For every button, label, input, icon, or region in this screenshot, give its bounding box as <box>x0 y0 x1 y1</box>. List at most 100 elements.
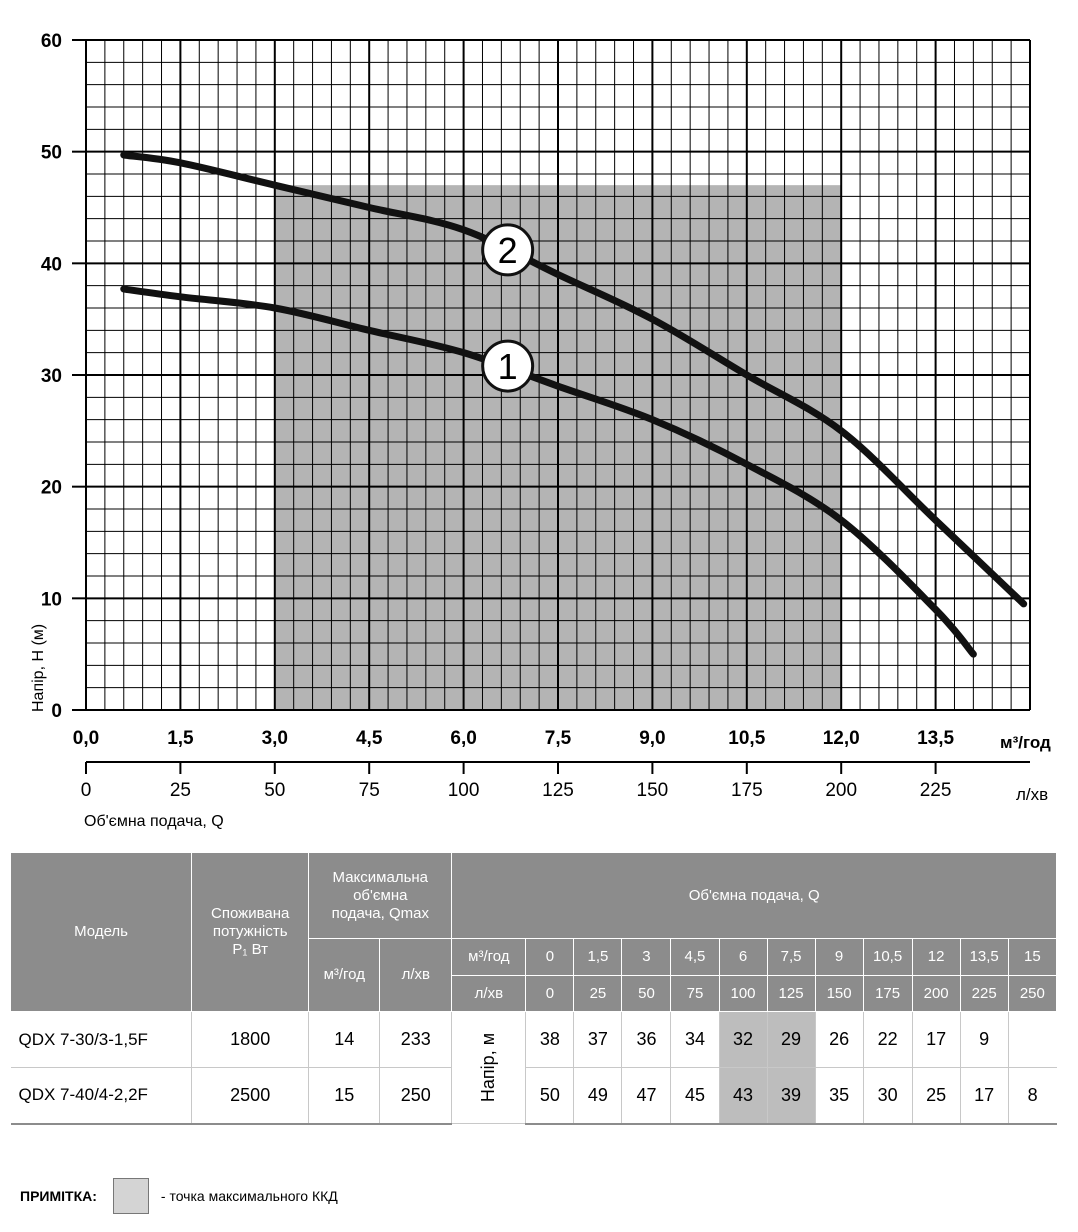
y-tick-label: 10 <box>41 589 62 610</box>
flow-m3-cell: 4,5 <box>670 938 720 976</box>
head-value-cell: 8 <box>1007 1067 1057 1125</box>
curves <box>120 151 1028 658</box>
head-value-cell: 43 <box>718 1067 768 1125</box>
note-text: - точка максимального ККД <box>160 1188 338 1204</box>
head-value-cell: 17 <box>911 1011 961 1068</box>
head-value-cell: 34 <box>670 1011 719 1068</box>
header-flow-unit-l: л/хв <box>451 975 527 1012</box>
flow-l-cell: 25 <box>573 975 623 1012</box>
head-value-cell: 17 <box>959 1067 1009 1125</box>
flow-m3-cell: 7,5 <box>766 938 816 976</box>
note: ПРИМІТКА: - точка максимального ККД <box>20 1176 338 1216</box>
x2-tick-label: 0 <box>81 780 92 801</box>
head-value-cell: 45 <box>670 1067 719 1125</box>
flow-m3-cell: 9 <box>814 938 864 976</box>
flow-m3-cell: 13,5 <box>959 938 1009 976</box>
note-swatch <box>112 1178 149 1214</box>
head-value-cell: 26 <box>814 1011 864 1068</box>
head-label: Напір, м <box>478 1032 499 1103</box>
flow-l-cell: 250 <box>1007 975 1058 1012</box>
flow-l-cell: 75 <box>670 975 720 1012</box>
head-value-cell: 29 <box>766 1011 816 1068</box>
header-flow-unit-m3: м³/год <box>451 938 527 976</box>
flow-m3-cell: 12 <box>911 938 961 976</box>
x2-tick-label: 125 <box>542 780 574 801</box>
head-value-cell: 25 <box>911 1067 961 1125</box>
spec-table: Модель Споживана потужність P₁ Вт Максим… <box>9 852 1058 1125</box>
y-tick-label: 60 <box>41 31 62 52</box>
secondary-x-axis: 0 25 50 75 100 125 150 175 200 225 <box>81 761 1030 801</box>
note-label: ПРИМІТКА: <box>20 1188 97 1204</box>
x2-tick-label: 75 <box>359 780 380 801</box>
flow-l-cell: 175 <box>862 975 913 1012</box>
flow-l-cell: 125 <box>766 975 816 1012</box>
header-model: Модель <box>9 852 193 1012</box>
head-value-cell: 50 <box>525 1067 574 1125</box>
x-tick-label: 13,5 <box>917 728 954 749</box>
x-tick-labels: 0,0 1,5 3,0 4,5 6,0 7,5 9,0 10,5 12,0 13,5 <box>73 728 955 749</box>
x2-tick-label: 25 <box>170 780 191 801</box>
y-tick-label: 0 <box>51 701 62 722</box>
flow-l-cell: 0 <box>525 975 575 1012</box>
x2-tick-label: 150 <box>637 780 669 801</box>
flow-m3-cell: 6 <box>718 938 768 976</box>
flow-m3-cell: 1,5 <box>573 938 623 976</box>
flow-l-cell: 50 <box>621 975 672 1012</box>
qmax-l-cell: 233 <box>379 1011 452 1068</box>
flow-l-cell: 150 <box>814 975 864 1012</box>
power-cell: 2500 <box>191 1067 309 1125</box>
header-qmax: Максимальна об'ємна подача, Qmax <box>308 852 453 939</box>
model-cell: QDX 7-40/4-2,2F <box>10 1067 192 1125</box>
x-tick-label: 7,5 <box>545 728 572 749</box>
curve-label-2: 2 <box>498 230 518 271</box>
table-row: QDX 7-30/3-1,5F 1800 14 233 Напір, м 38 37 36 34… <box>10 1011 1057 1124</box>
flow-m3-cell: 3 <box>621 938 672 976</box>
curve-2 <box>120 151 1028 608</box>
head-value-cell: 9 <box>959 1011 1009 1068</box>
x-axis-label: Об'ємна подача, Q <box>84 813 224 830</box>
x-tick-label: 9,0 <box>639 728 665 749</box>
flow-m3-cell: 10,5 <box>862 938 913 976</box>
head-value-cell: 47 <box>621 1067 671 1125</box>
y-tick-labels: 0 10 20 30 40 50 60 <box>41 31 62 722</box>
head-value-cell: 30 <box>862 1067 913 1125</box>
head-value-cell: 36 <box>621 1011 671 1068</box>
model-cell: QDX 7-30/3-1,5F <box>10 1011 192 1068</box>
y-tick-label: 20 <box>41 478 62 499</box>
head-value-cell: 32 <box>718 1011 768 1068</box>
flow-m3-cell: 15 <box>1007 938 1058 976</box>
head-value-cell: 22 <box>862 1011 913 1068</box>
qmax-l-cell: 250 <box>379 1067 452 1125</box>
x2-tick-label: 175 <box>731 780 763 801</box>
header-power: Споживана потужність P₁ Вт <box>191 852 310 1012</box>
x-tick-label: 4,5 <box>356 728 383 749</box>
x-tick-label: 12,0 <box>823 728 860 749</box>
flow-m3-cell: 0 <box>525 938 575 976</box>
qmax-m3-cell: 15 <box>308 1067 380 1125</box>
qmax-m3-cell: 14 <box>308 1011 380 1068</box>
head-value-cell: 37 <box>573 1011 622 1068</box>
head-value-cell: 39 <box>766 1067 816 1125</box>
x-tick-label: 6,0 <box>450 728 476 749</box>
x-unit-label: м³/год <box>1000 733 1051 752</box>
x-tick-label: 10,5 <box>728 728 765 749</box>
x-tick-label: 0,0 <box>73 728 99 749</box>
y-tick-label: 50 <box>41 143 62 164</box>
flow-l-cell: 200 <box>911 975 961 1012</box>
head-value-cell: 49 <box>573 1067 622 1125</box>
x2-unit-label: л/хв <box>1016 785 1048 804</box>
y-tick-label: 40 <box>41 254 62 275</box>
flow-l-cell: 100 <box>718 975 768 1012</box>
header-qmax-m3: м³/год <box>308 938 381 1012</box>
curve-label-circle-1 <box>481 339 535 393</box>
x2-tick-label: 50 <box>264 780 285 801</box>
curve-label-1: 1 <box>498 346 518 387</box>
x-tick-label: 3,0 <box>262 728 288 749</box>
x2-tick-label: 100 <box>448 780 480 801</box>
y-tick-label: 30 <box>41 366 62 387</box>
curve-labels: 12 <box>481 223 535 393</box>
head-value-cell: 38 <box>525 1011 574 1068</box>
flow-l-cell: 225 <box>959 975 1009 1012</box>
head-value-cell <box>1007 1011 1057 1068</box>
